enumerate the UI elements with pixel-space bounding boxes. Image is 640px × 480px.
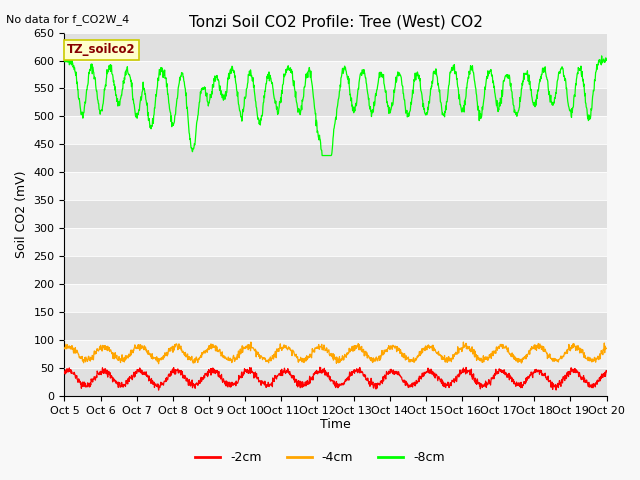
Bar — [65, 60, 607, 88]
Bar — [65, 284, 607, 312]
Bar — [65, 144, 607, 172]
Text: TZ_soilco2: TZ_soilco2 — [67, 44, 136, 57]
X-axis label: Time: Time — [320, 419, 351, 432]
Bar — [65, 228, 607, 256]
Bar — [65, 33, 607, 60]
Title: Tonzi Soil CO2 Profile: Tree (West) CO2: Tonzi Soil CO2 Profile: Tree (West) CO2 — [189, 15, 483, 30]
Bar — [65, 312, 607, 340]
Bar — [65, 117, 607, 144]
Bar — [65, 256, 607, 284]
Legend: -2cm, -4cm, -8cm: -2cm, -4cm, -8cm — [190, 446, 450, 469]
Bar — [65, 368, 607, 396]
Bar — [65, 200, 607, 228]
Y-axis label: Soil CO2 (mV): Soil CO2 (mV) — [15, 170, 28, 258]
Text: No data for f_CO2W_4: No data for f_CO2W_4 — [6, 14, 130, 25]
Bar — [65, 172, 607, 200]
Bar — [65, 88, 607, 117]
Bar — [65, 340, 607, 368]
